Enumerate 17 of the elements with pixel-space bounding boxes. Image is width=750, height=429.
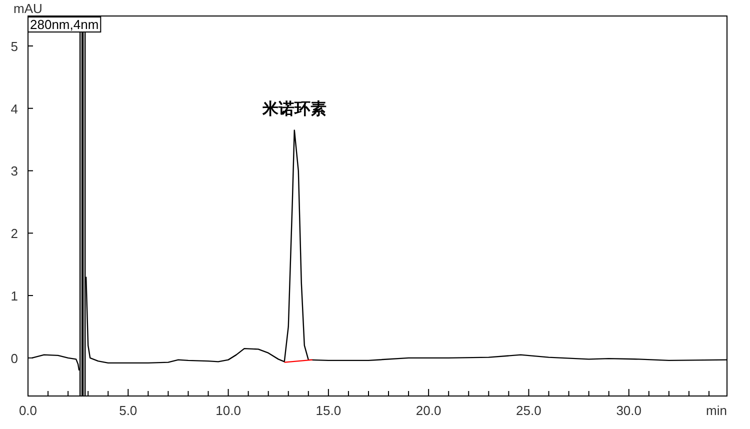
y-tick-label: 1 bbox=[10, 288, 18, 304]
y-tick-label: 0 bbox=[10, 350, 18, 366]
x-tick-label: 0.0 bbox=[18, 403, 38, 418]
x-tick-label: 30.0 bbox=[616, 403, 642, 418]
y-axis-title: mAU bbox=[14, 1, 42, 16]
y-tick-label: 2 bbox=[10, 226, 18, 242]
x-tick-label: 15.0 bbox=[316, 403, 342, 418]
x-axis-title: min bbox=[706, 403, 727, 418]
x-tick-label: 5.0 bbox=[119, 403, 138, 418]
y-tick-label: 3 bbox=[10, 164, 18, 179]
x-tick-label: 20.0 bbox=[416, 403, 442, 418]
annotation: 米诺环素 bbox=[261, 100, 326, 118]
y-tick-label: 4 bbox=[10, 101, 18, 116]
x-tick-label: 25.0 bbox=[516, 403, 542, 418]
x-tick-label: 10.0 bbox=[216, 403, 241, 418]
y-tick-label: 5 bbox=[10, 38, 18, 54]
text: 280nm,4nm bbox=[30, 17, 99, 32]
